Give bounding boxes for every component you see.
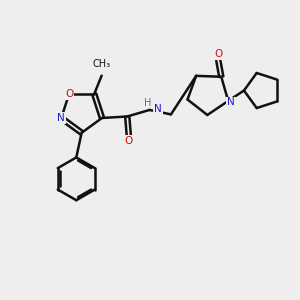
Text: O: O [65, 89, 73, 99]
Text: N: N [154, 104, 162, 114]
Text: H: H [144, 98, 152, 107]
Text: O: O [214, 49, 222, 59]
Text: N: N [57, 113, 65, 123]
Text: CH₃: CH₃ [93, 59, 111, 69]
Text: O: O [124, 136, 133, 146]
Text: N: N [227, 98, 235, 107]
